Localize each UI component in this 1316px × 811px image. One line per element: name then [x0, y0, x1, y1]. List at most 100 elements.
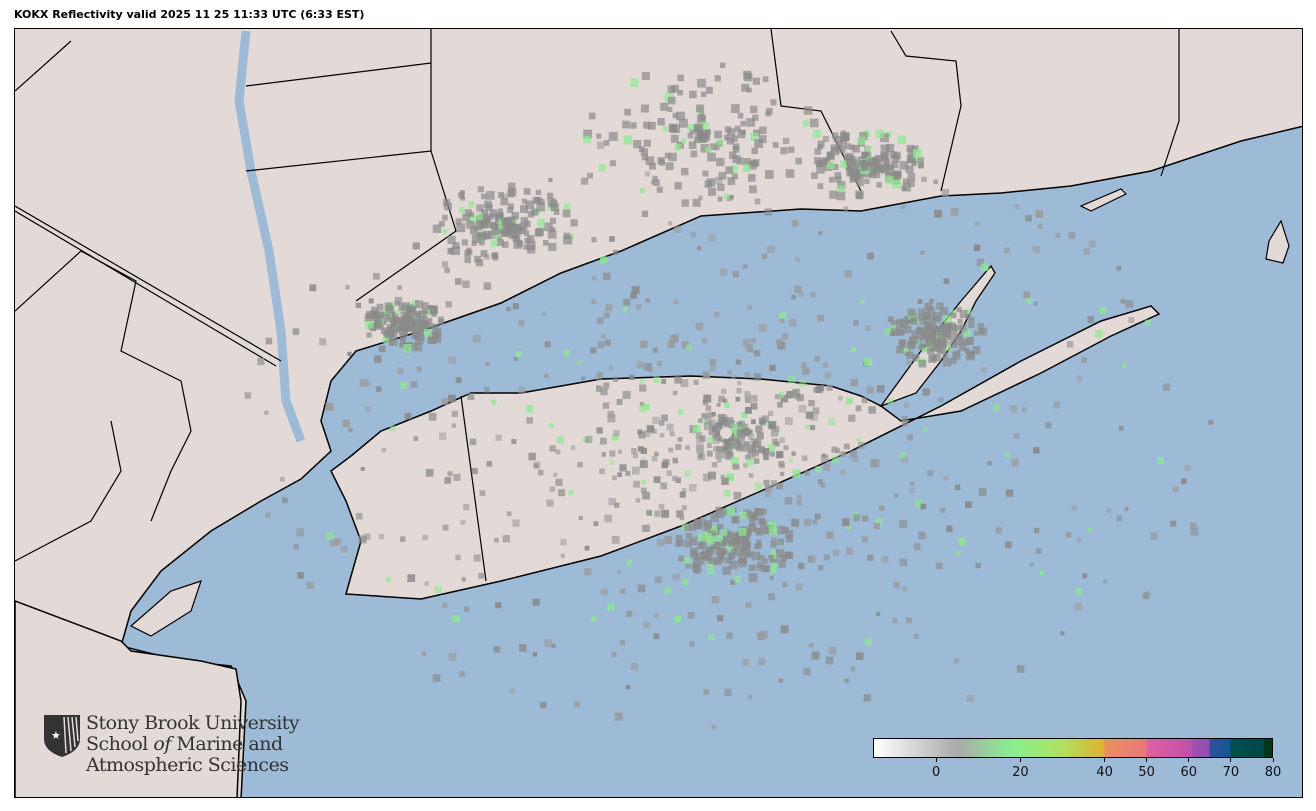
radar-echo [725, 453, 732, 461]
radar-echo [739, 511, 747, 520]
radar-echo [658, 420, 665, 426]
radar-echo [764, 170, 774, 179]
radar-echo [729, 560, 738, 570]
radar-echo [696, 444, 704, 453]
radar-echo [688, 141, 697, 149]
radar-echo [382, 336, 390, 343]
radar-echo [612, 475, 617, 481]
radar-echo [676, 111, 686, 121]
radar-echo [635, 497, 641, 503]
radar-echo [679, 491, 686, 498]
radar-echo [677, 539, 685, 547]
radar-echo [460, 519, 466, 525]
radar-echo [745, 344, 754, 352]
radar-echo [448, 394, 456, 403]
radar-echo [697, 556, 705, 565]
radar-echo [853, 320, 859, 326]
radar-echo [866, 386, 874, 394]
radar-echo [711, 462, 718, 468]
radar-echo [755, 528, 762, 535]
radar-echo [706, 450, 713, 457]
radar-echo [801, 455, 808, 462]
radar-echo [1120, 299, 1126, 304]
radar-echo [483, 233, 490, 240]
radar-echo [776, 482, 784, 490]
radar-echo [617, 449, 623, 454]
radar-echo [641, 480, 646, 485]
radar-echo [796, 394, 804, 402]
radar-echo [730, 104, 740, 113]
radar-echo [978, 488, 987, 496]
radar-echo [811, 651, 820, 660]
radar-echo [850, 666, 856, 672]
radar-echo [762, 448, 770, 455]
colorbar-tick-label: 20 [1012, 765, 1029, 780]
radar-echo [924, 302, 932, 311]
radar-echo [508, 203, 514, 210]
radar-echo [828, 153, 835, 161]
radar-echo [507, 206, 514, 214]
radar-echo [549, 445, 556, 452]
radar-echo [639, 379, 644, 384]
radar-echo [906, 144, 915, 153]
radar-echo [544, 373, 549, 379]
radar-echo [948, 324, 958, 333]
radar-echo [609, 160, 616, 167]
radar-echo [325, 531, 334, 540]
radar-echo [699, 132, 708, 142]
radar-echo [415, 311, 422, 318]
radar-echo [730, 135, 738, 143]
radar-echo [975, 562, 981, 569]
radar-echo [1144, 319, 1152, 327]
radar-echo [861, 536, 868, 543]
colorbar-tick-label: 0 [932, 765, 941, 780]
radar-echo [608, 498, 616, 506]
colorbar-tick [1230, 758, 1232, 762]
radar-echo [918, 314, 925, 321]
radar-echo [1087, 527, 1092, 532]
radar-echo [859, 131, 868, 141]
radar-echo [904, 402, 910, 408]
radar-echo [802, 367, 810, 375]
radar-echo [563, 232, 571, 240]
radar-site-marker [720, 427, 732, 439]
radar-echo [912, 354, 920, 362]
radar-echo [789, 319, 797, 327]
radar-echo [711, 724, 716, 729]
radar-echo [690, 538, 697, 546]
radar-echo [385, 305, 394, 314]
radar-echo [740, 439, 745, 444]
radar-echo [867, 252, 874, 260]
radar-echo [531, 208, 539, 216]
radar-echo [403, 344, 412, 353]
radar-echo [659, 433, 665, 438]
radar-echo [649, 162, 656, 170]
radar-echo [899, 519, 908, 528]
radar-echo [493, 645, 501, 653]
radar-echo [817, 140, 825, 148]
radar-echo [389, 425, 396, 432]
radar-echo [875, 611, 881, 617]
radar-echo [701, 337, 708, 344]
radar-echo [453, 473, 461, 481]
radar-echo [652, 175, 658, 182]
radar-echo [700, 516, 707, 524]
radar-echo [781, 333, 788, 340]
hudson-river [234, 30, 306, 443]
radar-echo [946, 525, 953, 533]
radar-echo [729, 165, 738, 174]
radar-echo [797, 494, 802, 500]
radar-echo [442, 229, 448, 234]
radar-echo [918, 360, 927, 368]
radar-echo [850, 379, 858, 387]
radar-echo [528, 452, 536, 461]
radar-echo [956, 306, 962, 313]
radar-echo [591, 299, 597, 305]
radar-echo [612, 249, 619, 256]
colorbar-tick [1146, 758, 1148, 762]
radar-echo [935, 562, 943, 570]
radar-echo [733, 491, 742, 500]
radar-echo [472, 334, 481, 343]
radar-echo [385, 576, 392, 583]
radar-echo [883, 158, 891, 166]
